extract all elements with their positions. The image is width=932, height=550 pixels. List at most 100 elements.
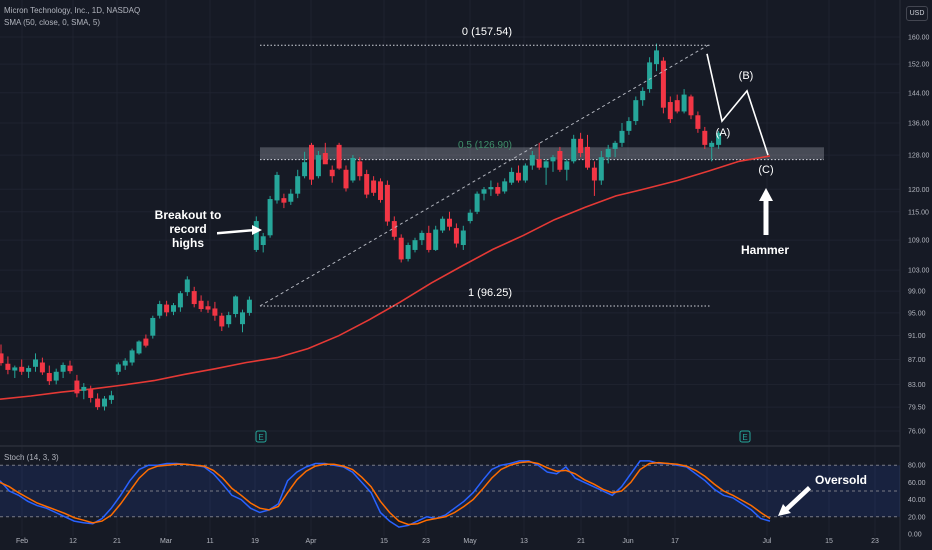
price-tick-label: 128.00 bbox=[908, 153, 930, 160]
candle-down bbox=[364, 174, 370, 195]
time-axis[interactable]: Feb 12 21 Mar 11 19 Apr 15 23 May 13 21 Jun 17 Jul 15 23 bbox=[16, 538, 879, 545]
candle-up bbox=[177, 293, 183, 308]
candle-up bbox=[267, 199, 273, 236]
candle-down bbox=[660, 60, 666, 108]
candle-up bbox=[33, 359, 38, 367]
candle-down bbox=[191, 291, 197, 305]
candle-down bbox=[212, 308, 218, 316]
candle-down bbox=[495, 187, 501, 194]
candle-down bbox=[391, 221, 397, 237]
time-tick-label: Jul bbox=[763, 538, 772, 545]
stoch-tick-label: 80.00 bbox=[908, 463, 926, 470]
candle-up bbox=[709, 142, 715, 147]
stoch-layer bbox=[0, 460, 771, 528]
candle-down bbox=[143, 338, 149, 346]
candle-up bbox=[571, 138, 577, 162]
candle-up bbox=[288, 193, 294, 202]
price-tick-label: 120.00 bbox=[908, 187, 930, 194]
candle-up bbox=[81, 386, 87, 391]
stoch-k-line bbox=[0, 460, 771, 528]
stoch-tick-label: 20.00 bbox=[908, 514, 926, 521]
earnings-marker bbox=[255, 430, 267, 443]
time-tick-label: May bbox=[463, 538, 477, 545]
time-tick-label: 23 bbox=[871, 538, 879, 545]
candle-up bbox=[647, 62, 653, 90]
candle-down bbox=[557, 150, 563, 170]
candle-up bbox=[12, 367, 18, 371]
price-tick-label: 115.00 bbox=[908, 209, 929, 216]
candle-up bbox=[260, 236, 266, 246]
candle-up bbox=[488, 187, 494, 190]
time-tick-label: 15 bbox=[380, 538, 388, 545]
wave-a-label: (A) bbox=[715, 127, 731, 139]
sma-legend: SMA (50, close, 0, SMA, 5) bbox=[4, 18, 101, 27]
earnings-marker bbox=[739, 430, 751, 443]
candles-layer bbox=[0, 43, 722, 411]
candle-down bbox=[398, 237, 404, 260]
time-tick-label: Feb bbox=[16, 538, 28, 545]
breakout-label: Breakout to record highs bbox=[154, 208, 222, 250]
candle-up bbox=[605, 148, 611, 158]
candle-up bbox=[640, 90, 646, 101]
candle-down bbox=[309, 144, 314, 180]
candle-up bbox=[564, 161, 570, 170]
candle-down bbox=[198, 300, 204, 310]
candle-up bbox=[60, 364, 66, 372]
candle-up bbox=[619, 130, 625, 143]
price-tick-label: 103.00 bbox=[908, 268, 930, 275]
candle-down bbox=[536, 159, 542, 168]
price-axis[interactable]: 76.00 79.50 83.00 87.00 91.00 95.00 99.00 103.0… bbox=[908, 35, 930, 539]
candle-up bbox=[246, 299, 252, 313]
time-tick-label: 23 bbox=[422, 538, 430, 545]
candle-up bbox=[529, 155, 535, 166]
fib-05-label: 0.5 (126.90) bbox=[458, 140, 512, 151]
candle-up bbox=[626, 121, 632, 131]
candle-up bbox=[129, 350, 135, 363]
candle-down bbox=[695, 115, 701, 129]
stoch-d-line bbox=[0, 461, 771, 526]
candle-down bbox=[343, 169, 349, 189]
price-tick-label: 91.00 bbox=[908, 333, 926, 340]
time-tick-label: 21 bbox=[113, 538, 121, 545]
candle-down bbox=[329, 169, 335, 177]
sma-layer bbox=[0, 155, 771, 400]
time-tick-label: 19 bbox=[251, 538, 259, 545]
candle-down bbox=[667, 102, 673, 120]
candle-up bbox=[405, 245, 411, 259]
candle-up bbox=[171, 305, 176, 312]
price-tick-label: 95.00 bbox=[908, 310, 926, 317]
candle-up bbox=[240, 312, 245, 325]
abc-wave-path bbox=[706, 53, 769, 156]
candle-down bbox=[164, 304, 170, 313]
candle-down bbox=[578, 138, 584, 154]
candle-up bbox=[550, 157, 556, 162]
candle-down bbox=[447, 218, 452, 227]
candle-down bbox=[88, 389, 94, 398]
sma-50-line bbox=[0, 155, 771, 400]
candle-up bbox=[295, 176, 301, 194]
candle-up bbox=[108, 395, 114, 400]
price-tick-label: 99.00 bbox=[908, 289, 926, 296]
fib-05-zone bbox=[260, 147, 824, 160]
earnings-marker-label: E bbox=[742, 433, 747, 442]
candle-up bbox=[467, 212, 473, 222]
currency-button[interactable]: USD bbox=[906, 6, 928, 21]
candle-up bbox=[440, 218, 446, 231]
stoch-tick-label: 0.00 bbox=[908, 532, 922, 539]
price-tick-label: 79.50 bbox=[908, 405, 926, 412]
fib-trend-line bbox=[259, 44, 709, 307]
price-tick-label: 160.00 bbox=[908, 35, 930, 42]
fib-zone-layer bbox=[260, 147, 824, 161]
price-tick-label: 144.00 bbox=[908, 90, 930, 97]
candle-down bbox=[378, 181, 383, 200]
chart-title: Micron Technology, Inc., 1D, NASDAQ bbox=[4, 6, 141, 15]
breakout-arrow bbox=[217, 225, 262, 235]
hammer-arrow bbox=[759, 188, 773, 235]
candle-up bbox=[302, 162, 308, 177]
candle-up bbox=[481, 189, 487, 194]
candle-down bbox=[585, 146, 590, 168]
time-tick-label: 21 bbox=[577, 538, 585, 545]
candle-up bbox=[598, 157, 604, 181]
stoch-band-layer bbox=[0, 464, 900, 518]
